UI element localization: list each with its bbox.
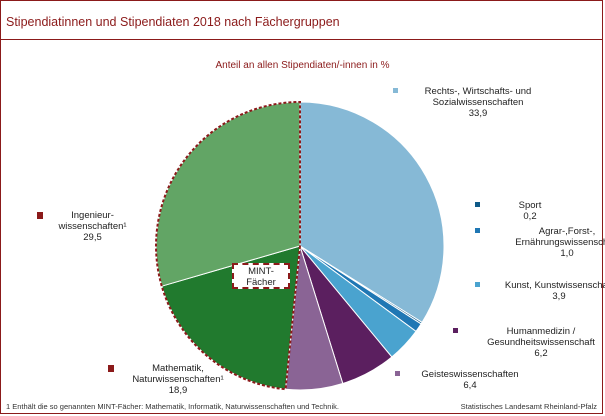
slice-label-2: Agrar-,Forst-,Ernährungswissenschaft1,0 [507, 226, 605, 259]
legend-marker-4 [453, 328, 458, 333]
slice-value-2: 1,0 [560, 248, 574, 259]
slice-label-text-2: Agrar-,Forst-, [538, 226, 596, 237]
slice-value-4: 6,2 [534, 348, 548, 359]
chart-subtitle: Anteil an allen Stipendiaten/-innen in % [215, 60, 390, 71]
slice-label-text-0: Sozialwissenschaften [432, 97, 524, 108]
legend-marker-2 [475, 228, 480, 233]
slice-label-text-4: Gesundheitswissenschaft [487, 337, 595, 348]
slice-label-text-6: Mathematik, [152, 363, 204, 374]
slice-label-6: Mathematik, Naturwissenschaften¹ 18,9 [118, 363, 238, 396]
legend-marker-7 [37, 212, 43, 219]
legend-marker-0 [393, 88, 398, 93]
slice-value-7: 29,5 [83, 232, 102, 243]
slice-value-6: 18,9 [168, 385, 188, 396]
title-divider [0, 39, 603, 40]
legend-marker-6 [108, 365, 114, 372]
slice-label-text-5: Geisteswissenschaften [421, 369, 519, 380]
legend-marker-5 [395, 371, 400, 376]
source-note: Statistisches Landesamt Rheinland-Pfalz [460, 402, 597, 411]
slice-label-text-6: Naturwissenschaften¹ [132, 374, 224, 385]
slice-label-text-0: Rechts-, Wirtschafts- und [424, 86, 532, 97]
slice-label-text-4: Humanmedizin / [506, 326, 576, 337]
slice-label-3: Kunst, Kunstwissenschaft 3,9 [484, 280, 605, 302]
mint-group-outline [155, 100, 301, 391]
slice-label-text-7: wissenschaften¹ [58, 221, 127, 232]
slice-label-text-3: Kunst, Kunstwissenschaft [504, 280, 605, 291]
slice-label-7: Ingenieur-wissenschaften¹ 29,5 [40, 210, 145, 243]
mint-label-line-1: MINT- [248, 266, 274, 277]
slice-label-text-7: Ingenieur- [71, 210, 114, 221]
slice-label-1: Sport 0,2 [505, 200, 555, 222]
slice-value-5: 6,4 [463, 380, 477, 391]
slice-value-1: 0,2 [523, 211, 537, 222]
legend-marker-1 [475, 202, 480, 207]
footnote: 1 Enthält die so genannten MINT-Fächer: … [6, 402, 339, 411]
slice-label-text-2: Ernährungswissenschaft [515, 237, 605, 248]
slice-label-0: Rechts-, Wirtschafts- und Sozialwissensch… [403, 86, 553, 119]
slice-label-text-1: Sport [518, 200, 542, 211]
pie-slice-0 [299, 101, 445, 324]
mint-faecher-box: MINT- Fächer [232, 263, 290, 289]
mint-label-line-2: Fächer [246, 277, 276, 288]
legend-marker-3 [475, 282, 480, 287]
slice-label-4: Humanmedizin / Gesundheitswissenschaft 6,2 [476, 326, 605, 359]
slice-value-0: 33,9 [468, 108, 488, 119]
page-title: Stipendiatinnen und Stipendiaten 2018 na… [6, 15, 340, 29]
slice-label-5: Geisteswissenschaften 6,4 [405, 369, 535, 391]
slice-value-3: 3,9 [552, 291, 566, 302]
